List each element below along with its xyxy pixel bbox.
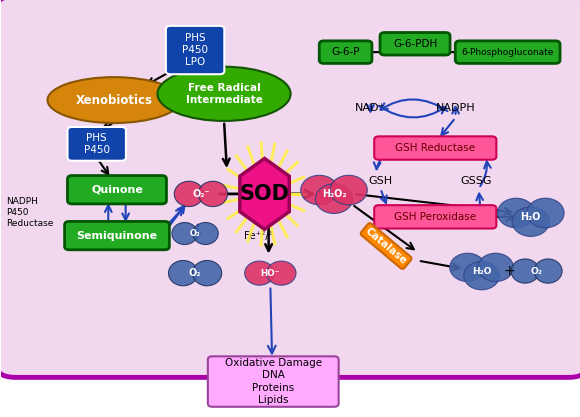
- Text: NAD⁺: NAD⁺: [356, 103, 386, 113]
- FancyBboxPatch shape: [67, 127, 126, 161]
- Text: O₂: O₂: [189, 268, 201, 278]
- Ellipse shape: [172, 223, 197, 244]
- Text: NADPH: NADPH: [436, 103, 476, 113]
- Text: O₂⁻: O₂⁻: [192, 189, 209, 199]
- Ellipse shape: [498, 198, 535, 228]
- Text: Catalase: Catalase: [364, 226, 409, 266]
- FancyBboxPatch shape: [208, 356, 339, 407]
- Ellipse shape: [512, 207, 549, 236]
- FancyBboxPatch shape: [64, 221, 169, 250]
- Text: PHS
P450: PHS P450: [84, 133, 110, 155]
- Ellipse shape: [316, 184, 353, 214]
- Ellipse shape: [464, 261, 499, 290]
- Text: H₂O: H₂O: [521, 212, 541, 222]
- Text: O₂: O₂: [190, 229, 201, 238]
- Text: SOD: SOD: [240, 184, 289, 204]
- Ellipse shape: [534, 259, 562, 283]
- Ellipse shape: [511, 259, 539, 283]
- Text: H₂O₂: H₂O₂: [322, 189, 346, 199]
- Text: +: +: [503, 264, 515, 278]
- Ellipse shape: [450, 253, 485, 281]
- Text: GSH Peroxidase: GSH Peroxidase: [394, 212, 476, 222]
- Text: Oxidative Damage
DNA
Proteins
Lipids: Oxidative Damage DNA Proteins Lipids: [224, 358, 322, 405]
- FancyBboxPatch shape: [319, 41, 372, 63]
- Text: O₂: O₂: [531, 266, 542, 276]
- Text: G-6-P: G-6-P: [331, 47, 360, 57]
- Text: Semiquinone: Semiquinone: [77, 231, 158, 241]
- Ellipse shape: [193, 261, 222, 286]
- Ellipse shape: [193, 223, 218, 244]
- Text: 6-Phosphogluconate: 6-Phosphogluconate: [462, 48, 554, 57]
- FancyBboxPatch shape: [0, 0, 580, 377]
- Ellipse shape: [330, 175, 367, 205]
- FancyBboxPatch shape: [166, 26, 224, 74]
- Ellipse shape: [301, 175, 338, 205]
- Ellipse shape: [168, 261, 198, 286]
- Ellipse shape: [158, 67, 291, 121]
- FancyBboxPatch shape: [380, 33, 450, 55]
- Ellipse shape: [527, 198, 564, 228]
- Text: Quinone: Quinone: [91, 185, 143, 195]
- FancyBboxPatch shape: [455, 41, 560, 63]
- Text: Xenobiotics: Xenobiotics: [75, 93, 153, 107]
- Text: NADPH
P450
Reductase: NADPH P450 Reductase: [6, 197, 54, 228]
- Text: Free Radical
Intermediate: Free Radical Intermediate: [186, 83, 263, 105]
- FancyBboxPatch shape: [374, 205, 496, 229]
- Text: GSH Reductase: GSH Reductase: [395, 143, 476, 153]
- Ellipse shape: [198, 181, 227, 206]
- Polygon shape: [240, 158, 289, 229]
- Text: GSSG: GSSG: [460, 176, 492, 186]
- FancyBboxPatch shape: [67, 176, 166, 204]
- Text: HO⁻: HO⁻: [260, 269, 280, 278]
- Text: H₂O: H₂O: [472, 266, 491, 276]
- Ellipse shape: [48, 77, 180, 123]
- Text: G-6-PDH: G-6-PDH: [393, 39, 437, 49]
- Text: Fe⁺²/³: Fe⁺²/³: [244, 231, 273, 241]
- Text: PHS
P450
LPO: PHS P450 LPO: [182, 33, 208, 68]
- Ellipse shape: [478, 253, 513, 281]
- FancyBboxPatch shape: [374, 136, 496, 160]
- Ellipse shape: [174, 181, 204, 206]
- Text: GSH: GSH: [368, 176, 393, 186]
- Ellipse shape: [267, 261, 296, 285]
- Ellipse shape: [245, 261, 274, 285]
